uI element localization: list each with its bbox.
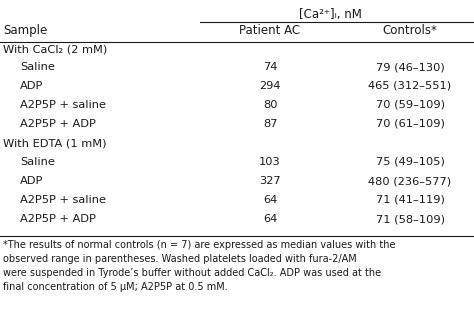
- Text: 79 (46–130): 79 (46–130): [375, 62, 444, 72]
- Text: 294: 294: [259, 81, 281, 91]
- Text: A2P5P + saline: A2P5P + saline: [20, 195, 106, 205]
- Text: A2P5P + ADP: A2P5P + ADP: [20, 119, 96, 129]
- Text: 103: 103: [259, 157, 281, 167]
- Text: 71 (58–109): 71 (58–109): [375, 214, 445, 224]
- Text: 480 (236–577): 480 (236–577): [368, 176, 452, 186]
- Text: 64: 64: [263, 195, 277, 205]
- Text: observed range in parentheses. Washed platelets loaded with fura-2/AM: observed range in parentheses. Washed pl…: [3, 254, 357, 264]
- Text: 465 (312–551): 465 (312–551): [368, 81, 452, 91]
- Text: ADP: ADP: [20, 176, 44, 186]
- Text: Sample: Sample: [3, 24, 47, 37]
- Text: Patient AC: Patient AC: [239, 24, 301, 37]
- Text: Saline: Saline: [20, 62, 55, 72]
- Text: Controls*: Controls*: [383, 24, 438, 37]
- Text: 87: 87: [263, 119, 277, 129]
- Text: 327: 327: [259, 176, 281, 186]
- Text: 75 (49–105): 75 (49–105): [375, 157, 445, 167]
- Text: 70 (59–109): 70 (59–109): [375, 100, 445, 110]
- Text: 71 (41–119): 71 (41–119): [375, 195, 445, 205]
- Text: 64: 64: [263, 214, 277, 224]
- Text: were suspended in Tyrode’s buffer without added CaCl₂. ADP was used at the: were suspended in Tyrode’s buffer withou…: [3, 268, 381, 278]
- Text: *The results of normal controls (n = 7) are expressed as median values with the: *The results of normal controls (n = 7) …: [3, 240, 395, 250]
- Text: 70 (61–109): 70 (61–109): [375, 119, 445, 129]
- Text: A2P5P + ADP: A2P5P + ADP: [20, 214, 96, 224]
- Text: 74: 74: [263, 62, 277, 72]
- Text: ADP: ADP: [20, 81, 44, 91]
- Text: Saline: Saline: [20, 157, 55, 167]
- Text: With EDTA (1 mM): With EDTA (1 mM): [3, 139, 107, 149]
- Text: [Ca²⁺]ᵢ, nM: [Ca²⁺]ᵢ, nM: [299, 8, 362, 21]
- Text: final concentration of 5 μM; A2P5P at 0.5 mM.: final concentration of 5 μM; A2P5P at 0.…: [3, 282, 228, 292]
- Text: A2P5P + saline: A2P5P + saline: [20, 100, 106, 110]
- Text: 80: 80: [263, 100, 277, 110]
- Text: With CaCl₂ (2 mM): With CaCl₂ (2 mM): [3, 44, 107, 54]
